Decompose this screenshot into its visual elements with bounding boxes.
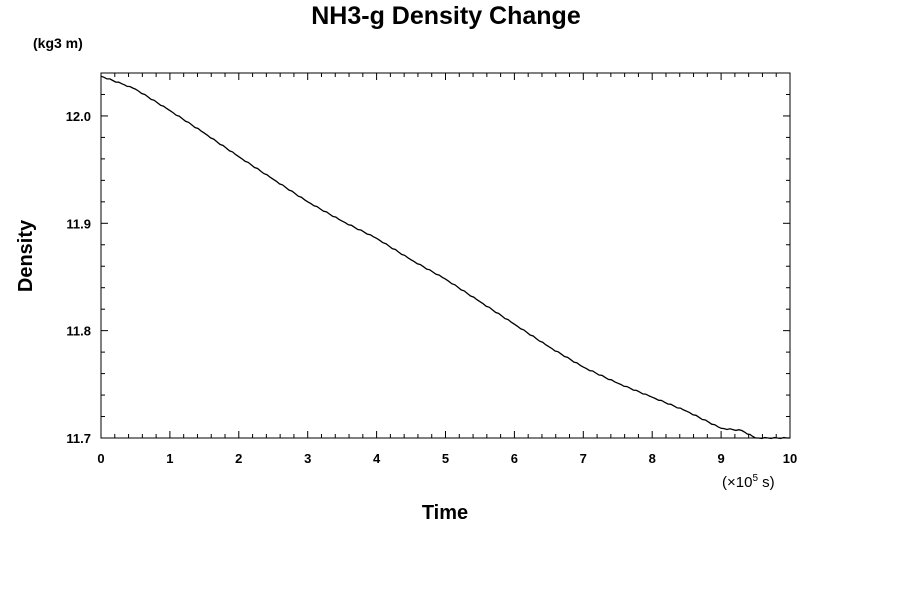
x-tick-label: 2 — [235, 451, 242, 466]
y-tick-label: 11.8 — [66, 324, 91, 339]
x-tick-label: 3 — [304, 451, 311, 466]
x-tick-label: 7 — [580, 451, 587, 466]
y-unit-label: (kg3 m) — [33, 35, 83, 51]
x-tick-label: 0 — [97, 451, 104, 466]
chart-title: NH3-g Density Change — [311, 2, 581, 30]
x-tick-label: 4 — [373, 451, 381, 466]
x-axis-label: Time — [422, 502, 468, 524]
x-tick-label: 6 — [511, 451, 518, 466]
axis-ticks — [100, 72, 791, 439]
tick-labels: 0 1 2 3 4 5 6 7 8 9 10 12.0 11.9 11.8 11.7 — [66, 109, 798, 466]
x-multiplier-suffix: s) — [758, 474, 775, 491]
x-tick-label: 1 — [166, 451, 173, 466]
series-line — [100, 75, 790, 440]
x-multiplier-prefix: (×10 — [722, 474, 752, 491]
y-tick-label: 11.9 — [66, 216, 91, 231]
x-multiplier-label: (×105 s) — [722, 473, 775, 491]
plot-frame — [100, 72, 791, 439]
y-axis-label: Density — [15, 219, 37, 292]
x-tick-label: 10 — [783, 451, 797, 466]
x-multiplier-exponent: 5 — [752, 473, 758, 484]
y-tick-label: 11.7 — [66, 431, 91, 446]
x-tick-label: 5 — [442, 451, 449, 466]
x-tick-label: 8 — [649, 451, 656, 466]
x-tick-label: 9 — [717, 451, 724, 466]
y-tick-label: 12.0 — [66, 109, 91, 124]
series-group — [100, 75, 790, 440]
